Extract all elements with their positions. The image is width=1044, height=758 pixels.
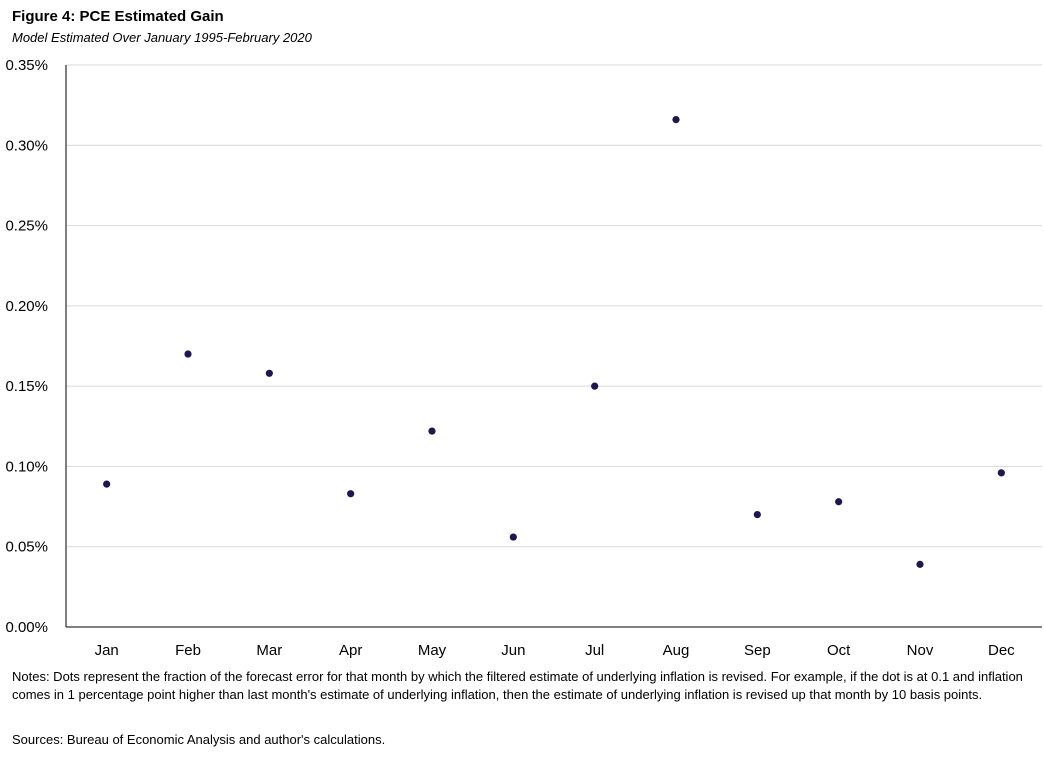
data-point [672, 115, 680, 124]
x-tick-label: Nov [907, 642, 934, 659]
y-tick-label: 0.30% [5, 137, 48, 154]
data-point [184, 350, 192, 358]
x-tick-label: Feb [175, 642, 201, 659]
data-point [265, 369, 273, 377]
x-tick-label: Dec [988, 642, 1015, 659]
chart-title: Figure 4: PCE Estimated Gain [12, 8, 224, 25]
y-tick-label: 0.05% [5, 539, 48, 556]
x-tick-label: Jul [585, 642, 604, 659]
data-point [428, 427, 436, 435]
data-point [103, 480, 111, 488]
x-tick-label: Oct [827, 642, 851, 659]
x-tick-label: Apr [339, 642, 362, 659]
y-tick-labels: 0.00% 0.05% 0.10% 0.15% 0.20% 0.25% 0.30% 0.35% [5, 57, 48, 636]
y-tick-label: 0.35% [5, 57, 48, 74]
y-tick-label: 0.15% [5, 378, 48, 395]
data-point [591, 382, 599, 390]
data-point [509, 533, 517, 541]
data-point [753, 510, 761, 519]
chart-sources: Sources: Bureau of Economic Analysis and… [12, 732, 386, 747]
data-point [997, 469, 1005, 477]
x-tick-label: Jan [95, 642, 119, 659]
x-tick-label: May [418, 642, 447, 659]
y-tick-label: 0.25% [5, 218, 48, 235]
chart-notes: Notes: Dots represent the fraction of th… [12, 669, 1023, 702]
x-tick-label: Jun [501, 642, 525, 659]
data-point [347, 490, 355, 498]
data-points [103, 115, 1005, 568]
x-tick-label: Aug [663, 642, 690, 659]
y-tick-label: 0.20% [5, 298, 48, 315]
x-tick-label: Mar [256, 642, 282, 659]
data-point [835, 498, 843, 506]
data-point [916, 560, 924, 568]
x-tick-labels: Jan Feb Mar Apr May Jun Jul Aug Sep Oct Nov Dec [95, 642, 1016, 659]
axes [65, 65, 1042, 628]
y-tick-label: 0.00% [5, 619, 48, 636]
y-tick-label: 0.10% [5, 458, 48, 475]
gridlines [66, 64, 1042, 548]
chart-subtitle: Model Estimated Over January 1995-Februa… [12, 30, 312, 45]
x-tick-label: Sep [744, 642, 771, 659]
